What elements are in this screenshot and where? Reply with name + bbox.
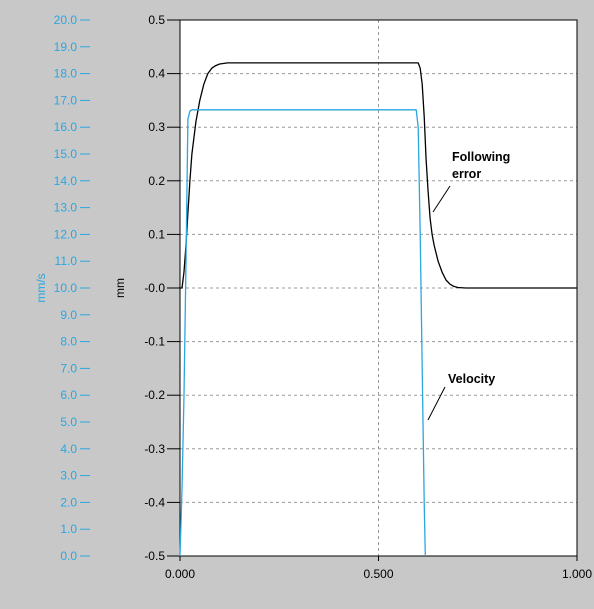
left-axis-tick-label: 4.0	[60, 442, 77, 456]
left-axis-tick-label: 8.0	[60, 335, 77, 349]
left-axis-tick-label: 0.0	[60, 549, 77, 563]
left-axis-tick-label: 16.0	[54, 120, 78, 134]
left-axis-tick-label: 19.0	[54, 40, 78, 54]
right-axis-tick-label: 0.1	[148, 227, 165, 241]
right-axis-tick-label: -0.2	[144, 388, 165, 402]
left-axis-tick-label: 9.0	[60, 308, 77, 322]
following-error-annotation-line-2: error	[452, 167, 481, 181]
left-axis-tick-label: 2.0	[60, 495, 77, 509]
right-axis-tick-label: -0.4	[144, 495, 165, 509]
x-axis-ticks: 0.000 0.500 1.000	[165, 556, 592, 581]
left-axis-tick-label: 14.0	[54, 174, 78, 188]
right-axis-tick-label: -0.1	[144, 335, 165, 349]
right-axis-tick-label: -0.5	[144, 549, 165, 563]
following-error-annotation-leader	[432, 185, 451, 213]
x-axis-tick-label: 0.500	[363, 567, 393, 581]
left-axis-tick-label: 20.0	[54, 13, 78, 27]
following-error-annotation-line-1: Following	[452, 150, 510, 164]
grid	[180, 20, 577, 556]
right-axis-label: mm	[113, 278, 127, 298]
right-axis-tick-label: 0.5	[148, 13, 165, 27]
left-axis-tick-label: 13.0	[54, 201, 78, 215]
left-axis-tick-label: 10.0	[54, 281, 78, 295]
left-axis-tick-label: 7.0	[60, 361, 77, 375]
velocity-annotation-leader	[427, 386, 446, 421]
right-axis-tick-label: 0.3	[148, 120, 165, 134]
velocity-annotation-label: Velocity	[448, 372, 495, 386]
following-error-line	[180, 62, 577, 289]
x-axis-tick-label: 1.000	[562, 567, 592, 581]
x-axis-tick-label: 0.000	[165, 567, 195, 581]
left-axis-tick-label: 15.0	[54, 147, 78, 161]
left-axis-ticks: 20.0 19.0 18.0 17.0 16.0 15.0 14.0 13.0 12.0 11.0…	[54, 13, 90, 563]
left-axis-tick-label: 5.0	[60, 415, 77, 429]
left-axis-tick-label: 6.0	[60, 388, 77, 402]
left-axis-tick-label: 12.0	[54, 227, 78, 241]
velocity-line	[179, 109, 426, 557]
left-axis-tick-label: 17.0	[54, 93, 78, 107]
left-axis-tick-label: 18.0	[54, 67, 78, 81]
right-axis-tick-label: -0.3	[144, 442, 165, 456]
right-axis-ticks: 0.5 0.4 0.3 0.2 0.1 -0.0 -0.1 -0.2 -0.3 -0.4 -0.5	[144, 13, 180, 563]
right-axis-tick-label: 0.4	[148, 67, 165, 81]
right-axis-tick-label: 0.2	[148, 174, 165, 188]
left-axis-tick-label: 3.0	[60, 469, 77, 483]
left-axis-tick-label: 11.0	[55, 254, 78, 268]
right-axis-tick-label: -0.0	[144, 281, 165, 295]
left-axis-label: mm/s	[34, 273, 48, 302]
series-layer	[179, 62, 577, 557]
left-axis-tick-label: 1.0	[60, 522, 77, 536]
